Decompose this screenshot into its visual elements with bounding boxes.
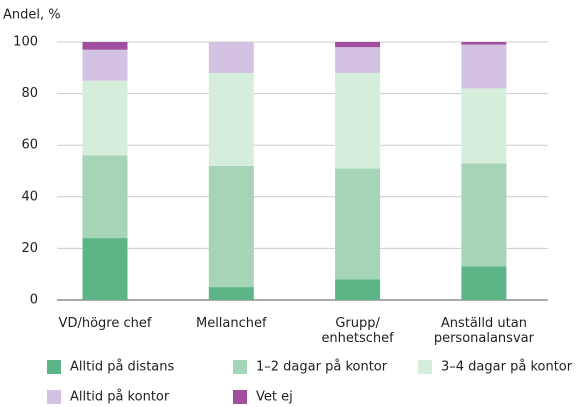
y-tick-label: 80 bbox=[21, 86, 38, 101]
legend-swatch bbox=[47, 390, 61, 404]
legend-swatch bbox=[47, 360, 61, 374]
bar-segment bbox=[208, 42, 254, 73]
bar-segment bbox=[461, 42, 507, 45]
y-axis-label: Andel, % bbox=[3, 8, 61, 23]
y-tick-label: 40 bbox=[21, 189, 38, 204]
bar-segment bbox=[82, 49, 128, 81]
legend-label: Alltid på distans bbox=[70, 360, 175, 375]
x-tick-label: Grupp/ enhetschef bbox=[321, 316, 394, 346]
x-tick-label: Mellanchef bbox=[195, 316, 267, 331]
bar-segment bbox=[82, 238, 128, 300]
y-tick-label: 60 bbox=[21, 138, 38, 153]
bar-segment bbox=[335, 42, 381, 48]
bar-segment bbox=[208, 287, 254, 300]
bar-segment bbox=[208, 72, 254, 166]
bar-segment bbox=[335, 279, 381, 300]
bar-segment bbox=[461, 163, 507, 267]
bar-segment bbox=[335, 168, 381, 280]
y-tick-label: 20 bbox=[21, 241, 38, 256]
bar-segment bbox=[461, 266, 507, 300]
y-tick-label: 100 bbox=[13, 35, 38, 50]
x-tick-label: Anställd utan personalansvar bbox=[433, 316, 534, 346]
bar-segment bbox=[335, 47, 381, 73]
legend-label: 1–2 dagar på kontor bbox=[256, 360, 388, 375]
bar-segment bbox=[82, 42, 128, 50]
bar-segment bbox=[82, 80, 128, 156]
bar-segment bbox=[335, 72, 381, 169]
x-tick-label: VD/högre chef bbox=[58, 316, 152, 331]
bar-segment bbox=[82, 155, 128, 239]
legend-label: Alltid på kontor bbox=[70, 390, 170, 405]
bar-segment bbox=[208, 165, 254, 288]
legend-label: 3–4 dagar på kontor bbox=[441, 360, 573, 375]
legend-swatch bbox=[418, 360, 432, 374]
legend-label: Vet ej bbox=[256, 390, 293, 405]
bar-segment bbox=[461, 44, 507, 89]
legend-swatch bbox=[233, 360, 247, 374]
legend-swatch bbox=[233, 390, 247, 404]
y-tick-label: 0 bbox=[30, 293, 38, 308]
bar-segment bbox=[461, 88, 507, 164]
